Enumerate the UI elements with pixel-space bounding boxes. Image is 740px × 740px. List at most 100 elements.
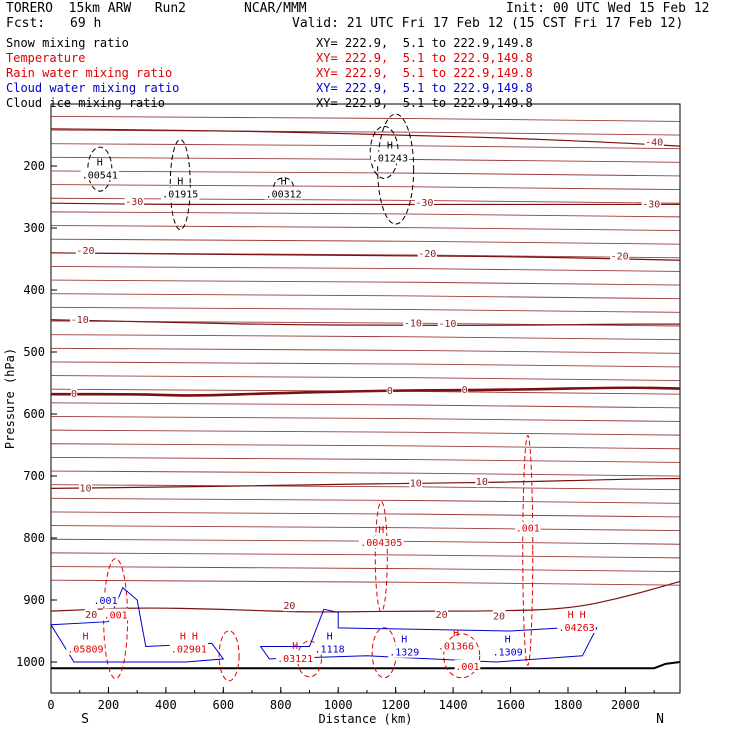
contour-label: H .05809 bbox=[66, 632, 105, 656]
valid-time: Valid: 21 UTC Fri 17 Feb 12 (15 CST Fri … bbox=[292, 16, 684, 31]
extremum-value: .01915 bbox=[162, 190, 198, 201]
extremum-value: 20 bbox=[283, 601, 295, 612]
contour-label: -10 bbox=[437, 317, 457, 330]
y-tick-label: 600 bbox=[23, 407, 45, 421]
isotherm-line bbox=[50, 238, 681, 245]
contour-label: H .004305 bbox=[358, 525, 404, 549]
label-background bbox=[370, 151, 410, 164]
isotherm-line bbox=[50, 306, 681, 313]
extremum-marker: H bbox=[177, 177, 183, 188]
label-background bbox=[414, 196, 434, 209]
snow-contour bbox=[377, 113, 415, 225]
legend-temp-xy: XY= 222.9, 5.1 to 222.9,149.8 bbox=[316, 51, 533, 65]
extremum-value: -20 bbox=[76, 246, 94, 257]
contour-label: 0 bbox=[70, 387, 78, 400]
legend-cloudice-name: Cloud ice mixing ratio bbox=[6, 96, 165, 110]
legend-cloudwater-xy: XY= 222.9, 5.1 to 222.9,149.8 bbox=[316, 81, 533, 95]
isotherm--30 bbox=[50, 202, 680, 206]
contour-label: 10 bbox=[475, 475, 489, 488]
label-background bbox=[80, 168, 120, 181]
contour-label: .001 bbox=[102, 608, 129, 622]
extremum-marker: H H bbox=[568, 610, 586, 621]
y-tick-label: 200 bbox=[23, 159, 45, 173]
legend-snow-name: Snow mixing ratio bbox=[6, 36, 129, 50]
label-background bbox=[70, 312, 90, 325]
contour-label: 0 bbox=[461, 382, 468, 396]
extremum-value: .001 bbox=[516, 524, 540, 535]
contour-label: H H .02901 bbox=[169, 632, 209, 656]
isotherm-line bbox=[50, 320, 681, 327]
isotherm-line bbox=[50, 170, 681, 177]
isotherm-line bbox=[50, 225, 681, 231]
isotherm-line bbox=[50, 252, 681, 259]
contour-label: .001 bbox=[92, 594, 119, 607]
label-background bbox=[386, 384, 394, 397]
end-label-south: S bbox=[81, 712, 89, 727]
contour-label: -40 bbox=[644, 135, 664, 148]
extremum-value: .1309 bbox=[493, 648, 523, 659]
x-tick-label: 400 bbox=[155, 698, 177, 712]
isotherm-10 bbox=[50, 477, 681, 489]
isotherm-line bbox=[50, 375, 681, 382]
extremum-value: .001 bbox=[94, 596, 118, 607]
legend-rain-name: Rain water mixing ratio bbox=[6, 66, 173, 80]
isotherm-line bbox=[50, 456, 681, 463]
isotherm-line bbox=[50, 156, 681, 163]
extremum-value: -10 bbox=[404, 318, 422, 329]
y-axis-label: Pressure (hPa) bbox=[3, 348, 17, 449]
isotherm-line bbox=[50, 129, 681, 136]
isotherm-line bbox=[50, 470, 681, 477]
label-background bbox=[435, 607, 449, 620]
contour-label: -20 bbox=[610, 249, 630, 263]
extremum-value: 10 bbox=[476, 477, 488, 488]
x-tick-label: 200 bbox=[98, 698, 120, 712]
label-background bbox=[475, 475, 489, 488]
label-background bbox=[388, 645, 421, 658]
legend-temp-name: Temperature bbox=[6, 51, 86, 65]
y-tick-label: 400 bbox=[23, 283, 45, 297]
contour-label: -10 bbox=[70, 312, 90, 326]
label-background bbox=[436, 639, 476, 652]
label-background bbox=[437, 317, 457, 330]
label-background bbox=[169, 642, 209, 655]
extremum-marker: H bbox=[453, 629, 459, 640]
extremum-value: 0 bbox=[71, 389, 77, 400]
label-background bbox=[275, 651, 315, 664]
label-background bbox=[417, 247, 437, 260]
org-label: NCAR/MMM bbox=[244, 1, 307, 16]
plot-frame bbox=[50, 103, 681, 694]
label-background bbox=[403, 316, 423, 329]
contour-label: H .00541 bbox=[80, 157, 120, 181]
x-tick-label: 2000 bbox=[611, 698, 640, 712]
isotherm-line bbox=[50, 429, 681, 436]
isotherm-line bbox=[50, 511, 681, 518]
legend-snow-xy: XY= 222.9, 5.1 to 222.9,149.8 bbox=[316, 36, 533, 50]
label-background bbox=[124, 194, 144, 207]
extremum-value: -40 bbox=[645, 137, 663, 148]
label-background bbox=[264, 187, 303, 200]
extremum-value: -10 bbox=[438, 319, 456, 330]
label-background bbox=[610, 249, 630, 262]
extremum-value: .01366 bbox=[438, 642, 474, 653]
isotherm-line bbox=[50, 388, 681, 395]
model-title: TORERO 15km ARW Run2 bbox=[6, 1, 187, 16]
x-tick-label: 0 bbox=[47, 698, 54, 712]
extremum-marker: H bbox=[401, 635, 407, 646]
legend-cloudwater-name: Cloud water mixing ratio bbox=[6, 81, 180, 95]
contour-label: 20 bbox=[84, 607, 98, 621]
extremum-value: .1118 bbox=[315, 645, 345, 656]
label-background bbox=[409, 476, 423, 489]
label-background bbox=[454, 659, 481, 672]
contour-label: H .01243 bbox=[370, 141, 410, 165]
rain-contour bbox=[443, 633, 481, 679]
label-background bbox=[514, 521, 541, 534]
contour-label: -30 bbox=[124, 194, 144, 208]
label-background bbox=[491, 645, 524, 658]
legend-cloudice-xy: XY= 222.9, 5.1 to 222.9,149.8 bbox=[316, 96, 533, 110]
extremum-marker: H bbox=[387, 141, 393, 152]
contour-label: -20 bbox=[75, 243, 96, 257]
label-background bbox=[492, 609, 506, 622]
extremum-value: 20 bbox=[436, 610, 448, 621]
extremum-value: .02901 bbox=[171, 645, 207, 656]
contour-label: H .01366 bbox=[436, 629, 476, 653]
